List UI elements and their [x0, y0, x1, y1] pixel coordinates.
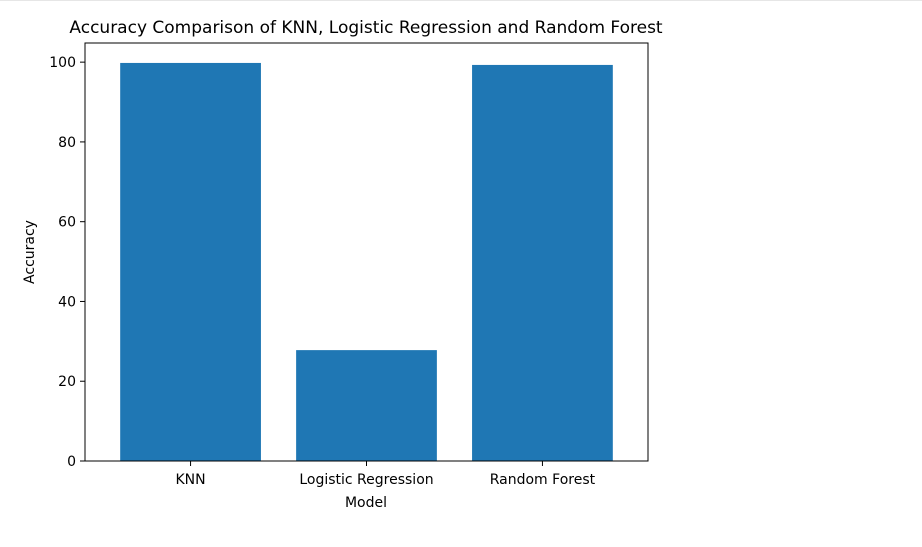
- x-axis: KNN Logistic Regression Random Forest: [175, 461, 596, 488]
- bars-layer: [120, 62, 613, 462]
- x-tick-label-knn: KNN: [175, 472, 205, 488]
- y-tick-label-60: 60: [58, 215, 76, 231]
- chart-title: Accuracy Comparison of KNN, Logistic Reg…: [69, 18, 663, 38]
- x-tick-label-random-forest: Random Forest: [490, 472, 596, 488]
- bar-logistic-regression: [296, 350, 437, 461]
- y-tick-label-0: 0: [67, 454, 76, 470]
- y-axis-label: Accuracy: [22, 220, 38, 284]
- x-tick-label-logistic-regression: Logistic Regression: [299, 472, 433, 488]
- y-axis: 0 20 40 60 80 100: [49, 55, 85, 470]
- x-axis-label: Model: [345, 495, 387, 511]
- top-divider: [0, 0, 922, 1]
- bar-knn: [120, 62, 261, 461]
- y-tick-label-80: 80: [58, 135, 76, 151]
- y-tick-label-40: 40: [58, 294, 76, 310]
- bar-random-forest: [472, 64, 613, 462]
- y-tick-label-20: 20: [58, 374, 76, 390]
- y-tick-label-100: 100: [49, 55, 76, 71]
